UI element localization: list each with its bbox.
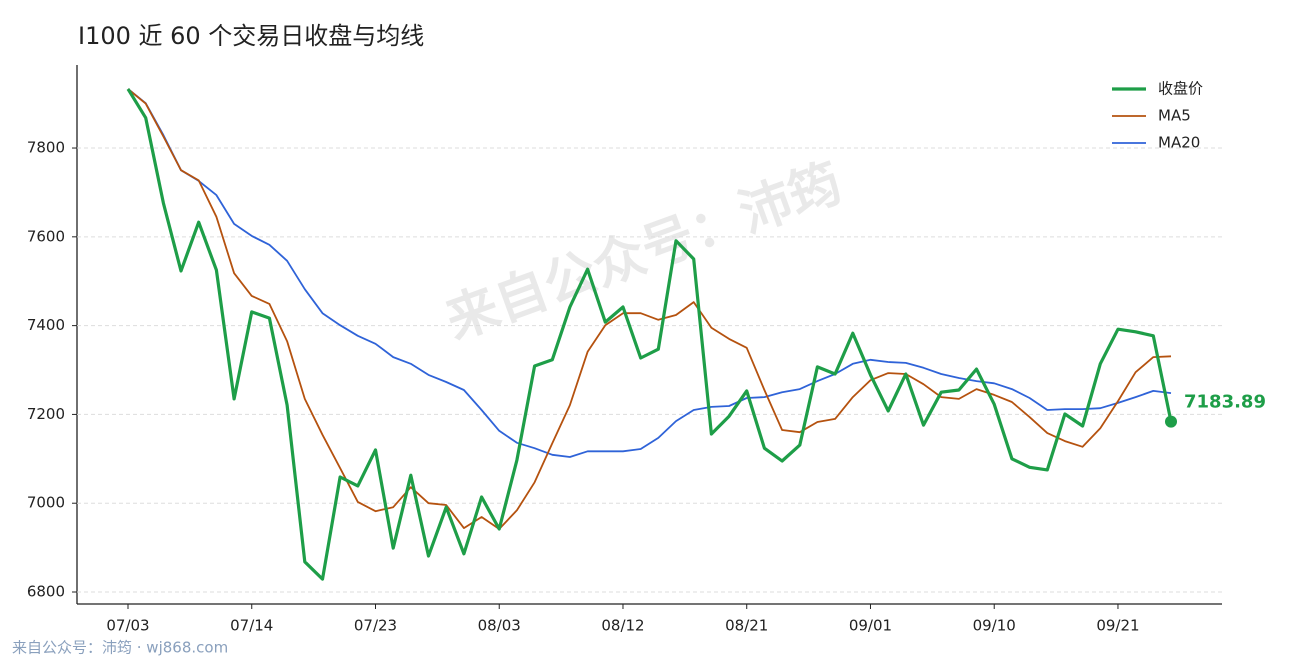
watermark: 来自公众号：沛筠 [438,153,849,352]
y-tick-label: 7200 [27,405,65,423]
x-tick-label: 07/14 [230,617,273,635]
x-tick-label: 09/21 [1096,617,1139,635]
x-tick-label: 08/12 [601,617,644,635]
y-tick-label: 7000 [27,494,65,512]
y-tick-label: 7400 [27,316,65,334]
y-tick-label: 7600 [27,227,65,245]
y-tick-label: 6800 [27,583,65,601]
footer: 来自公众号：沛筠 · wj868.com [12,639,228,657]
x-tick-label: 08/21 [725,617,768,635]
x-tick-label: 09/01 [849,617,892,635]
last-point [1165,415,1177,428]
series-line [126,88,1173,581]
y-tick-label: 7800 [27,139,65,157]
x-tick-label: 08/03 [478,617,521,635]
last-value-label: 7183.89 [1184,392,1266,413]
x-tick-label: 07/03 [106,617,149,635]
chart-title: I100 近 60 个交易日收盘与均线 [78,22,424,50]
x-tick-label: 07/23 [354,617,397,635]
legend-label: MA20 [1158,134,1200,152]
series-line [127,88,1172,458]
legend-label: 收盘价 [1158,80,1203,98]
series-line [127,88,1172,530]
x-tick-label: 09/10 [973,617,1016,635]
legend-label: MA5 [1158,107,1191,125]
